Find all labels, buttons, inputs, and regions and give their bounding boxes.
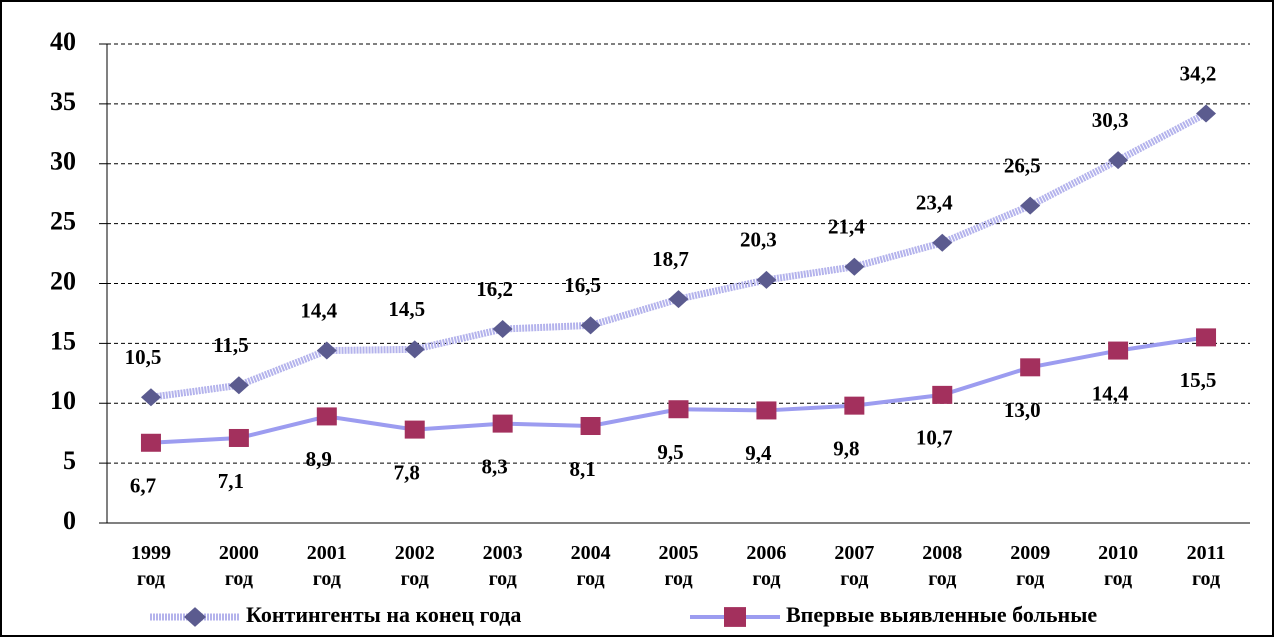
x-tick-label: 2001 год xyxy=(306,542,347,590)
data-label: 9,5 xyxy=(657,440,683,464)
data-label: 10,5 xyxy=(125,345,162,369)
x-tick-label: 2010 год xyxy=(1098,542,1139,590)
marker xyxy=(140,388,161,407)
marker xyxy=(932,233,953,252)
y-tick-label: 35 xyxy=(50,87,76,116)
legend-marker xyxy=(184,607,206,627)
y-tick-label: 30 xyxy=(50,147,76,176)
data-label: 34,2 xyxy=(1180,61,1217,85)
x-tick-label: 2004 год xyxy=(570,542,611,590)
marker xyxy=(668,290,689,309)
legend-marker xyxy=(724,607,746,627)
y-tick-label: 10 xyxy=(50,386,76,415)
marker xyxy=(844,396,865,415)
marker xyxy=(844,257,865,276)
data-label: 8,3 xyxy=(482,454,508,478)
data-label: 26,5 xyxy=(1004,153,1041,177)
data-label: 23,4 xyxy=(916,191,953,215)
y-tick-label: 40 xyxy=(50,27,76,56)
data-label: 8,9 xyxy=(306,447,332,471)
series-line xyxy=(150,335,1207,445)
data-label: 16,5 xyxy=(564,273,601,297)
marker xyxy=(1108,341,1129,360)
data-label: 30,3 xyxy=(1092,108,1129,132)
x-tick-label: 2007 год xyxy=(834,542,875,590)
y-tick-label: 20 xyxy=(50,266,76,295)
data-label: 13,0 xyxy=(1004,398,1041,422)
marker xyxy=(1020,358,1041,377)
marker xyxy=(580,316,601,335)
data-label: 6,7 xyxy=(130,474,156,498)
marker xyxy=(1196,104,1217,123)
x-tick-label: 2003 год xyxy=(482,542,523,590)
x-tick-label: 2009 год xyxy=(1010,542,1051,590)
marker xyxy=(492,414,513,433)
x-tick-label: 2002 год xyxy=(394,542,435,590)
data-label: 9,4 xyxy=(745,441,772,465)
data-label: 8,1 xyxy=(569,457,595,481)
y-tick-label: 15 xyxy=(50,326,76,355)
legend-label: Контингенты на конец года xyxy=(246,602,521,627)
marker xyxy=(316,407,337,426)
x-tick-label: 2005 год xyxy=(658,542,699,590)
marker xyxy=(1196,328,1217,347)
marker xyxy=(404,420,425,439)
y-tick-label: 5 xyxy=(63,446,76,475)
marker xyxy=(756,270,777,289)
marker xyxy=(404,340,425,359)
data-label: 18,7 xyxy=(652,247,689,271)
y-tick-label: 25 xyxy=(50,207,76,236)
x-tick-label: 2011 год xyxy=(1186,542,1226,590)
x-tick-label: 2006 год xyxy=(746,542,787,590)
marker xyxy=(1020,196,1041,215)
x-tick-label: 2008 год xyxy=(922,542,963,590)
data-label: 16,2 xyxy=(476,277,513,301)
data-label: 20,3 xyxy=(740,228,777,252)
data-label: 15,5 xyxy=(1180,368,1217,392)
marker xyxy=(932,385,953,404)
marker xyxy=(580,417,601,436)
data-label: 11,5 xyxy=(213,333,249,357)
y-tick-label: 0 xyxy=(63,506,76,535)
marker xyxy=(668,400,689,419)
data-label: 14,4 xyxy=(300,298,337,322)
marker xyxy=(1108,151,1129,170)
marker xyxy=(140,433,161,452)
marker xyxy=(316,341,337,360)
legend-label: Впервые выявленные больные xyxy=(786,602,1097,627)
data-label: 14,4 xyxy=(1092,381,1129,405)
marker xyxy=(228,428,249,447)
x-tick-label: 2000 год xyxy=(218,542,259,590)
marker xyxy=(228,376,249,395)
data-label: 9,8 xyxy=(833,436,859,460)
data-label: 14,5 xyxy=(388,297,425,321)
marker xyxy=(492,320,513,339)
data-label: 21,4 xyxy=(828,215,865,239)
data-label: 7,1 xyxy=(218,469,244,493)
data-label: 10,7 xyxy=(916,426,953,450)
x-tick-label: 1999 год xyxy=(130,542,171,590)
marker xyxy=(756,401,777,420)
data-label: 7,8 xyxy=(394,460,420,484)
